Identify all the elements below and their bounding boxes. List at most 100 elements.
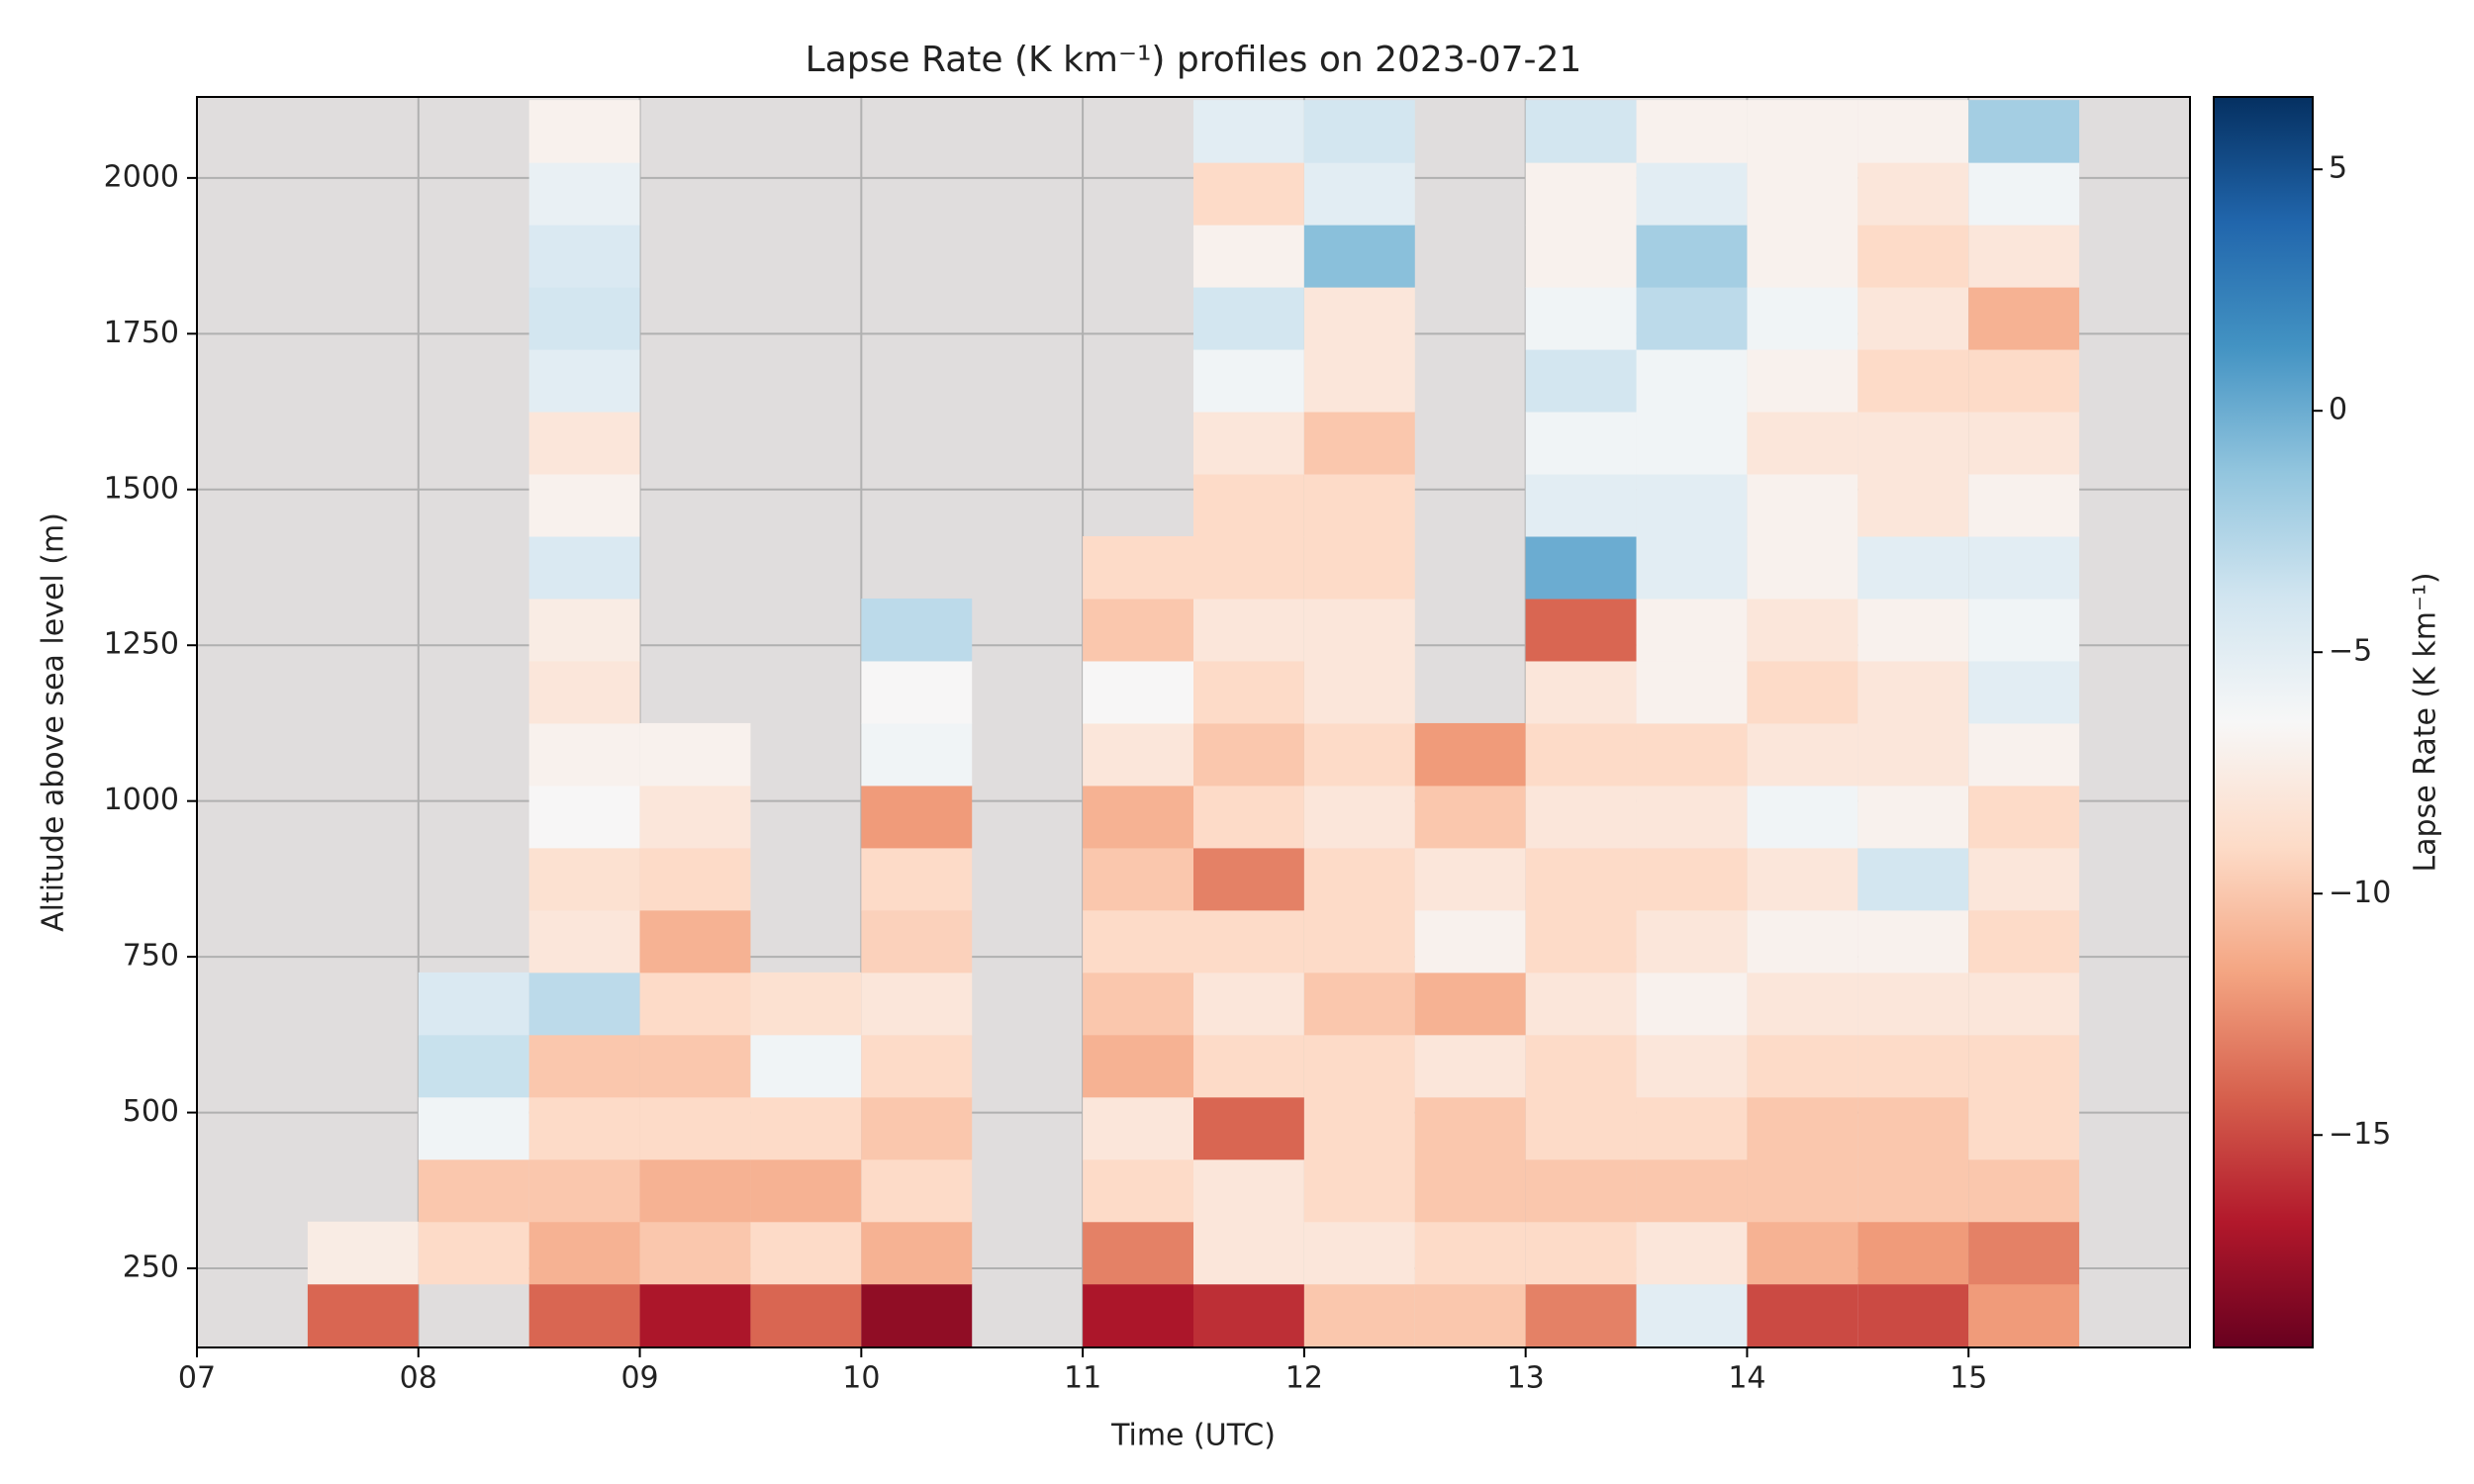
cell [1747, 349, 1858, 413]
cell [1083, 1034, 1193, 1098]
cell [1747, 536, 1858, 600]
cell [528, 412, 640, 475]
cell [1083, 785, 1193, 849]
cell [1636, 972, 1748, 1036]
cell [1968, 100, 2080, 163]
cell [1083, 1283, 1193, 1347]
cell [1414, 1034, 1526, 1098]
cell [1303, 1096, 1415, 1160]
cell [1193, 412, 1304, 475]
cell [1525, 287, 1637, 350]
cell [1303, 660, 1415, 724]
y-tick-label: 1500 [104, 471, 179, 506]
colorbar-tick-label: −15 [2329, 1117, 2391, 1152]
cell [528, 1283, 640, 1347]
cell [1636, 1096, 1748, 1160]
cell [1747, 287, 1858, 350]
x-tick-label: 13 [1507, 1361, 1545, 1396]
cell [1193, 598, 1304, 662]
cell [861, 1221, 973, 1285]
cell [1083, 660, 1193, 724]
cell [1303, 536, 1415, 600]
cell [1303, 785, 1415, 849]
cell [639, 1096, 751, 1160]
cell [1636, 598, 1748, 662]
cell [528, 847, 640, 911]
cell [1968, 847, 2080, 911]
cell [1857, 598, 1969, 662]
cell [418, 1221, 529, 1285]
x-tick-label: 07 [178, 1361, 216, 1396]
y-tick-label: 2000 [104, 159, 179, 194]
cell [1636, 785, 1748, 849]
cell [750, 1159, 862, 1223]
cell [1747, 847, 1858, 911]
cell [1303, 349, 1415, 413]
y-tick-label: 1250 [104, 627, 179, 662]
cell [1636, 162, 1748, 226]
cell [1303, 412, 1415, 475]
cell [1636, 847, 1748, 911]
cell [1303, 287, 1415, 350]
cell [1525, 474, 1637, 537]
cell [307, 1283, 419, 1347]
cell [418, 1159, 529, 1223]
cell [1303, 474, 1415, 537]
cell [1414, 785, 1526, 849]
cell [1747, 412, 1858, 475]
cell [418, 1034, 529, 1098]
cell [1968, 1221, 2080, 1285]
cell [1968, 536, 2080, 600]
cell [1083, 1096, 1193, 1160]
cell [1636, 1034, 1748, 1098]
cell [1525, 660, 1637, 724]
cell [1747, 1221, 1858, 1285]
cell [1636, 1159, 1748, 1223]
cell [1968, 162, 2080, 226]
cell [1968, 474, 2080, 537]
y-tick-label: 1750 [104, 316, 179, 350]
cell [1414, 1096, 1526, 1160]
cell [1968, 785, 2080, 849]
colorbar-tick-label: 0 [2329, 393, 2347, 427]
cell [1525, 1221, 1637, 1285]
cell [1303, 1221, 1415, 1285]
cell [1525, 972, 1637, 1036]
y-tick-label: 750 [123, 939, 179, 974]
cell [1083, 1159, 1193, 1223]
cell [1968, 1096, 2080, 1160]
cell [1525, 1283, 1637, 1347]
chart-title: Lapse Rate (K km⁻¹) profiles on 2023-07-… [806, 40, 1582, 80]
cell [1525, 785, 1637, 849]
cell [1857, 785, 1969, 849]
cell [528, 536, 640, 600]
cell [1414, 909, 1526, 974]
colorbar-tick-label: 5 [2329, 151, 2347, 186]
cell [1193, 349, 1304, 413]
cell [1303, 847, 1415, 911]
cell [1968, 1159, 2080, 1223]
cell [861, 1159, 973, 1223]
cell [1083, 598, 1193, 662]
cell [639, 722, 751, 787]
cell [1525, 349, 1637, 413]
cell [528, 972, 640, 1036]
x-tick-label: 10 [842, 1361, 880, 1396]
cell [1525, 225, 1637, 288]
cell [1193, 100, 1304, 163]
cell [1857, 847, 1969, 911]
cell [1303, 598, 1415, 662]
cell [528, 1159, 640, 1223]
cell [1747, 909, 1858, 974]
cell [1747, 225, 1858, 288]
cell [1414, 1283, 1526, 1347]
cell [1303, 972, 1415, 1036]
cell [1747, 162, 1858, 226]
cell [528, 598, 640, 662]
cell [1525, 847, 1637, 911]
cell [528, 909, 640, 974]
colorbar [2213, 96, 2314, 1348]
y-tick-label: 250 [123, 1251, 179, 1285]
cell [1193, 536, 1304, 600]
